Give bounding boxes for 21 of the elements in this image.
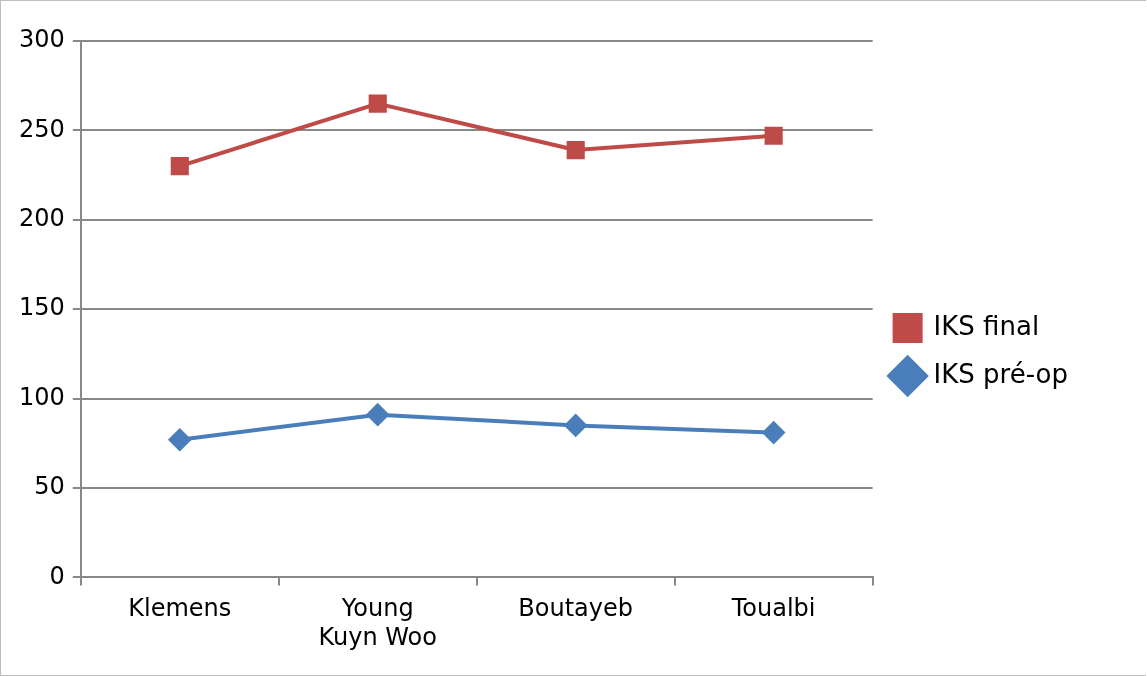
point (168, 428, 191, 451)
y-tick-label: 200 (19, 204, 65, 233)
y-tick-label: 150 (19, 293, 65, 322)
point (170, 157, 189, 176)
y-tick-label: 50 (34, 472, 65, 501)
x-tick-label: Klemens (128, 594, 232, 623)
point (366, 403, 389, 426)
point (368, 94, 387, 113)
point (564, 414, 587, 437)
legend-label: IKS final (933, 310, 1040, 341)
y-tick-label: 300 (19, 25, 65, 54)
y-tick-label: 0 (49, 561, 65, 590)
point (566, 141, 585, 160)
x-tick-label: Toualbi (730, 594, 816, 623)
legend-label: IKS pré-op (933, 358, 1069, 389)
x-tick-label: Young Kuyn Woo (318, 594, 437, 651)
y-tick-label: 250 (19, 114, 65, 143)
point (764, 126, 783, 145)
y-tick-label: 100 (19, 382, 65, 411)
x-tick-label: Boutayeb (518, 594, 634, 623)
point (762, 421, 785, 444)
